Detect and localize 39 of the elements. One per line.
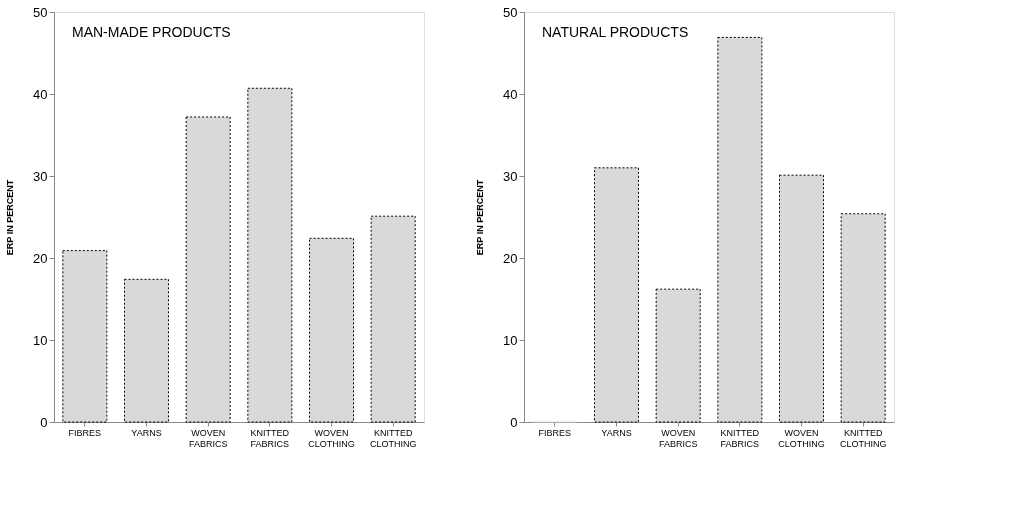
bar xyxy=(779,174,824,423)
y-axis-title: ERP IN PERCENT xyxy=(475,179,486,256)
y-tick-label: 30 xyxy=(33,168,48,184)
y-tick-label: 20 xyxy=(503,250,518,266)
x-tick-label: WOVEN FABRICS xyxy=(188,427,228,449)
y-tick-label: 40 xyxy=(33,86,48,102)
x-tick-label: KNITTED FABRICS xyxy=(720,427,760,449)
bar xyxy=(370,215,416,423)
bar xyxy=(247,87,293,423)
y-tick-label: 0 xyxy=(40,414,48,430)
y-tick-label: 50 xyxy=(33,4,48,20)
y-tick-label: 20 xyxy=(33,250,48,266)
bar xyxy=(594,167,639,423)
bar xyxy=(185,116,231,423)
text: NATURAL PRODUCTS xyxy=(542,24,689,40)
x-tick-label: YARNS xyxy=(601,427,632,438)
x-tick-label: WOVEN CLOTHING xyxy=(778,427,825,449)
bar xyxy=(717,36,763,423)
y-tick-label: 10 xyxy=(503,332,518,348)
y-tick-label: 0 xyxy=(510,414,518,430)
y-tick-label: 30 xyxy=(503,168,518,184)
bar xyxy=(62,250,108,423)
x-tick-label: FIBRES xyxy=(68,427,102,438)
x-tick-label: WOVEN FABRICS xyxy=(658,427,698,449)
x-tick-label: WOVEN CLOTHING xyxy=(308,427,355,449)
bar xyxy=(309,237,354,423)
y-tick-label: 40 xyxy=(503,86,518,102)
x-tick-label: KNITTED CLOTHING xyxy=(839,427,887,449)
y-tick-label: 10 xyxy=(33,332,48,348)
bar xyxy=(840,213,886,423)
x-tick-label: YARNS xyxy=(131,427,162,438)
bar xyxy=(655,288,701,423)
y-tick-label: 50 xyxy=(503,4,518,20)
x-tick-label: KNITTED FABRICS xyxy=(250,427,290,449)
x-tick-label: FIBRES xyxy=(538,427,572,438)
y-axis-title: ERP IN PERCENT xyxy=(5,179,16,256)
text: MAN-MADE PRODUCTS xyxy=(72,24,231,40)
bar xyxy=(124,278,169,423)
x-tick-label: KNITTED CLOTHING xyxy=(369,427,417,449)
